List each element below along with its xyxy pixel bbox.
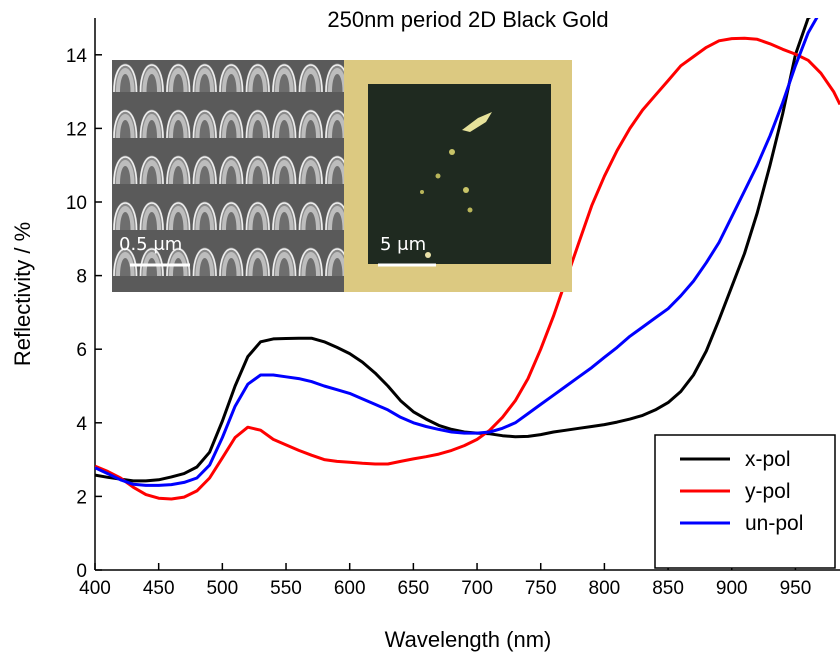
x-tick-label: 700 [461,578,493,599]
sem-scale-bar-label: 0.5 μm [119,234,182,255]
y-tick-label: 2 [76,487,87,508]
y-tick-label: 6 [76,340,87,361]
legend-label-x-pol: x-pol [745,448,791,471]
optical-inset: 5 μm [344,60,572,292]
optical-image-speck [467,207,473,213]
chart-title: 250nm period 2D Black Gold [327,7,608,32]
y-ticks: 0 2 4 6 8 10 12 14 [66,46,102,582]
legend-box [654,434,836,569]
optical-image-speck [463,187,469,193]
legend-label-un-pol: un-pol [745,512,803,535]
optical-image-speck [435,173,441,179]
optical-scale-bar-label: 5 μm [380,234,426,255]
x-tick-label: 750 [525,578,557,599]
x-tick-label: 950 [780,578,812,599]
sem-inset: 0.5 μm [112,60,344,292]
optical-image-speck [425,252,431,258]
y-tick-label: 14 [66,46,88,67]
x-tick-label: 600 [334,578,366,599]
y-tick-label: 12 [66,119,87,140]
optical-image-speck [449,149,455,155]
x-tick-label: 500 [206,578,238,599]
x-tick-label: 450 [143,578,175,599]
y-tick-label: 10 [66,193,87,214]
optical-image-dark-square [368,84,551,264]
legend-label-y-pol: y-pol [745,480,791,503]
series-line-x-pol [95,18,812,483]
legend: x-pol y-pol un-pol [654,434,836,569]
axes [94,18,840,571]
sem-image [112,60,344,292]
x-axis-title: Wavelength (nm) [385,627,552,652]
x-ticks: 400 450 500 550 600 650 700 750 800 850 900 950 [79,563,811,599]
series-line-y-pol [95,36,840,501]
x-tick-label: 900 [716,578,748,599]
y-tick-label: 4 [76,414,87,435]
optical-image-feature [462,112,492,132]
x-tick-label: 800 [589,578,621,599]
y-tick-label: 8 [76,267,87,288]
optical-image-speck [420,190,424,194]
series-line-un-pol [95,18,819,487]
x-tick-label: 400 [79,578,111,599]
x-tick-label: 850 [652,578,684,599]
y-axis-title: Reflectivity / % [10,222,35,366]
x-tick-label: 550 [270,578,302,599]
series-group [95,18,840,501]
y-tick-label: 0 [76,561,87,582]
x-tick-label: 650 [398,578,430,599]
